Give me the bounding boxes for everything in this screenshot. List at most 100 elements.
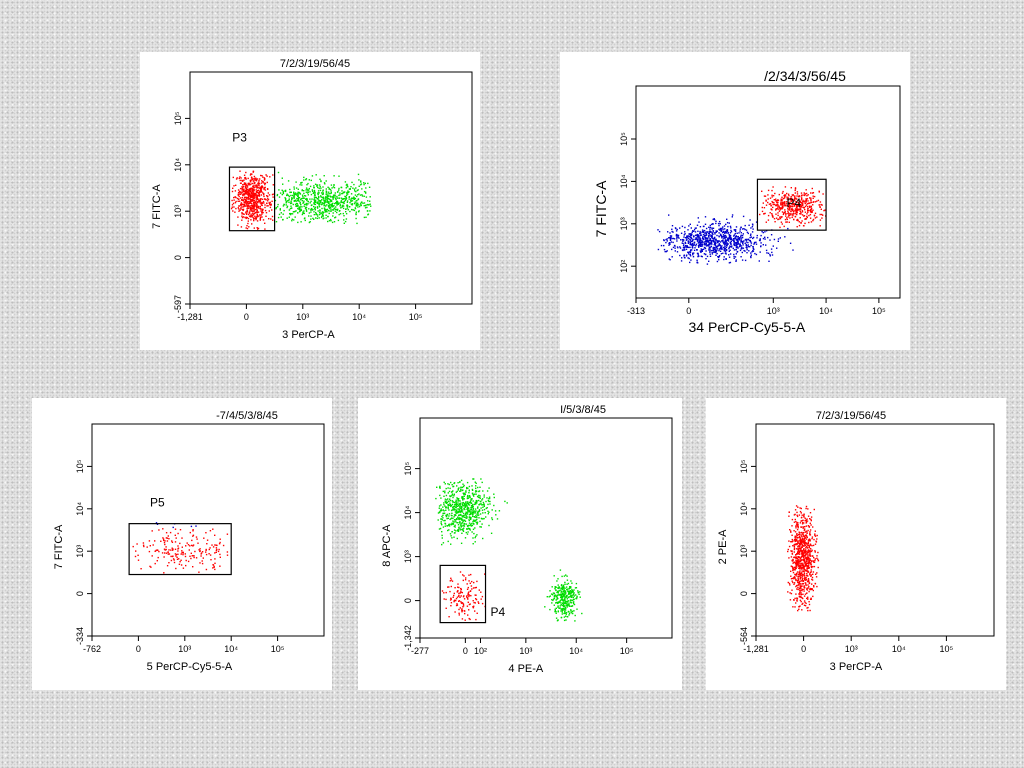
event-dot <box>814 558 816 560</box>
event-dot <box>566 606 568 608</box>
event-dot <box>691 233 693 236</box>
event-dot <box>780 204 782 206</box>
event-dot <box>445 494 448 497</box>
event-dot <box>567 610 570 613</box>
event-dot <box>481 499 483 501</box>
event-dot <box>694 227 696 229</box>
event-dot <box>779 216 781 218</box>
event-dot <box>306 199 308 202</box>
event-dot <box>809 548 812 550</box>
event-dot <box>716 252 718 255</box>
event-dot <box>336 202 338 205</box>
event-dot <box>753 243 755 245</box>
event-dot <box>236 177 238 179</box>
event-dot <box>330 184 333 186</box>
event-dot <box>802 204 804 206</box>
event-dot <box>777 206 779 208</box>
event-dot <box>807 584 809 586</box>
event-dot <box>794 187 797 189</box>
event-dot <box>327 201 330 203</box>
x-tick-label: 0 <box>463 646 468 656</box>
event-dot <box>803 568 805 570</box>
event-dot <box>697 235 699 238</box>
event-dot <box>719 229 721 231</box>
event-dot <box>800 556 803 558</box>
event-dot <box>563 616 566 618</box>
event-dot <box>571 590 573 593</box>
event-dot <box>323 204 326 206</box>
event-dot <box>475 502 478 504</box>
event-dot <box>332 205 334 208</box>
event-dot <box>730 227 732 229</box>
event-dot <box>792 212 795 215</box>
event-dot <box>725 253 727 255</box>
event-dot <box>703 229 706 232</box>
event-dot <box>695 234 697 236</box>
event-dot <box>716 248 719 250</box>
event-dot <box>461 523 463 525</box>
event-dot <box>796 588 798 590</box>
event-dot <box>798 514 801 516</box>
event-dot <box>777 218 779 221</box>
event-dot <box>289 188 291 191</box>
event-dot <box>810 200 812 202</box>
event-dot <box>697 238 699 240</box>
event-dot <box>345 218 348 220</box>
event-dot <box>444 525 446 527</box>
event-dot <box>788 214 790 217</box>
event-dot <box>806 589 809 591</box>
event-dot <box>557 587 559 589</box>
event-dot <box>778 205 780 207</box>
event-dot <box>735 259 737 261</box>
event-dot <box>783 211 785 214</box>
event-dot <box>780 202 782 205</box>
event-dot <box>812 565 814 568</box>
event-dot <box>810 192 812 194</box>
event-dot <box>233 185 235 187</box>
event-dot <box>723 246 725 249</box>
event-dot <box>261 211 263 214</box>
event-dot <box>327 215 329 218</box>
event-dot <box>798 567 800 569</box>
event-dot <box>703 225 705 228</box>
event-dot <box>299 192 301 194</box>
event-dot <box>792 209 794 212</box>
event-dot <box>460 508 462 510</box>
event-dot <box>695 243 697 245</box>
event-dot <box>797 205 800 207</box>
event-dot <box>343 215 345 217</box>
event-dot <box>255 194 257 196</box>
event-dot <box>262 200 265 203</box>
event-dot <box>796 543 798 545</box>
event-dot <box>707 245 709 247</box>
event-dot <box>212 567 214 569</box>
event-dot <box>719 223 721 225</box>
event-dot <box>346 192 348 195</box>
event-dot <box>813 214 816 216</box>
event-dot <box>767 252 770 254</box>
event-dot <box>189 531 191 534</box>
event-dot <box>805 564 807 567</box>
event-dot <box>697 242 699 244</box>
event-dot <box>799 542 801 545</box>
event-dot <box>578 593 580 595</box>
event-dot <box>299 184 301 186</box>
event-dot <box>801 588 804 591</box>
event-dot <box>803 215 805 217</box>
event-dot <box>799 200 801 202</box>
event-dot <box>320 187 322 189</box>
event-dot <box>565 613 567 615</box>
event-dot <box>245 217 247 220</box>
event-dot <box>212 528 214 530</box>
event-dot <box>803 522 805 524</box>
event-dot <box>476 523 478 525</box>
event-dot <box>682 247 685 249</box>
event-dot <box>787 548 789 551</box>
event-dot <box>762 237 765 240</box>
y-tick-label: 10⁵ <box>619 132 629 146</box>
event-dot <box>242 190 244 193</box>
gate-label: P3 <box>232 131 247 145</box>
x-tick-label: 0 <box>244 312 249 322</box>
event-dot <box>308 187 310 190</box>
event-dot <box>699 244 702 247</box>
